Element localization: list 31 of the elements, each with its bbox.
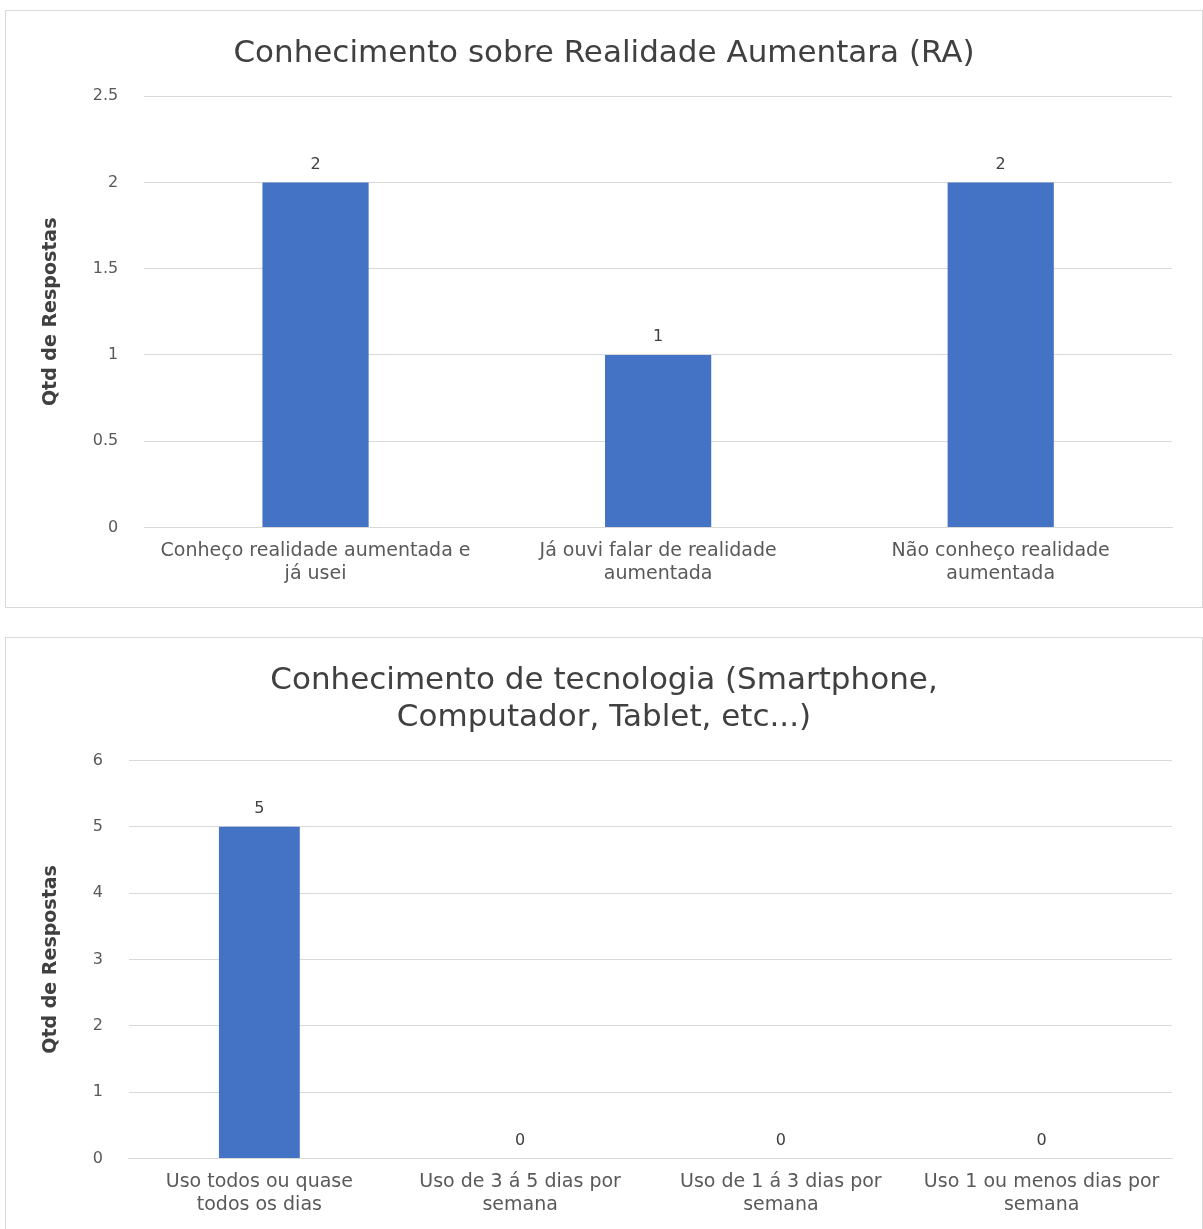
x-tick-label: Já ouvi falar de realidade aumentada <box>538 537 777 583</box>
data-label: 0 <box>515 1129 526 1149</box>
chart-title: Conhecimento de tecnologia (Smartphone, Computador, Tablet, etc...) <box>270 659 938 733</box>
y-tick-label: 6 <box>92 749 103 769</box>
data-label: 2 <box>310 153 321 173</box>
y-tick-label: 5 <box>92 815 103 835</box>
x-tick-label: Uso de 3 á 5 dias por semana <box>419 1168 622 1214</box>
y-tick-label: 0.5 <box>92 430 119 450</box>
y-tick-label: 0 <box>108 516 119 536</box>
data-label: 5 <box>254 797 265 817</box>
y-tick-label: 3 <box>92 948 103 968</box>
data-label: 0 <box>775 1129 786 1149</box>
x-tick-label: Uso 1 ou menos dias por semana <box>923 1168 1160 1214</box>
x-tick-label: Não conheço realidade aumentada <box>891 537 1110 583</box>
data-label: 0 <box>1036 1129 1047 1149</box>
y-tick-label: 1.5 <box>92 257 119 277</box>
x-tick-label: Uso de 1 á 3 dias por semana <box>680 1168 882 1214</box>
y-tick-label: 0 <box>92 1147 103 1167</box>
data-label: 1 <box>653 326 664 346</box>
chart-title: Conhecimento sobre Realidade Aumentara (RA) <box>233 32 975 69</box>
data-label: 2 <box>995 153 1006 173</box>
y-tick-label: 2 <box>92 1014 103 1034</box>
x-tick-label: Uso todos ou quase todos os dias <box>165 1168 353 1214</box>
y-axis-title: Qtd de Respostas <box>38 217 61 407</box>
y-tick-label: 4 <box>92 882 103 902</box>
y-tick-label: 1 <box>108 344 119 364</box>
y-tick-label: 2 <box>108 171 119 191</box>
y-axis-title: Qtd de Respostas <box>38 865 61 1054</box>
y-tick-label: 1 <box>92 1081 103 1101</box>
x-tick-label: Conheço realidade aumentada e já usei <box>160 537 471 583</box>
y-tick-label: 2.5 <box>92 85 119 105</box>
